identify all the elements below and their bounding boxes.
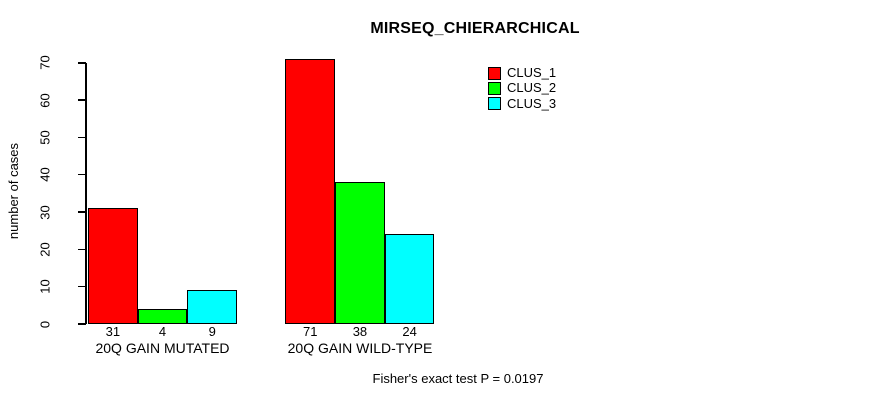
y-tick-label: 20 (37, 242, 53, 257)
y-tick-mark (77, 285, 86, 288)
bar-value-label: 71 (303, 323, 318, 339)
bar-CLUS_2-group1 (137, 309, 188, 324)
chart-title: MIRSEQ_CHIERARCHICAL (370, 20, 580, 37)
legend-label: CLUS_2 (507, 80, 557, 96)
legend-swatch-CLUS_3 (488, 97, 501, 111)
legend-label: CLUS_1 (507, 65, 557, 80)
y-tick-mark (77, 323, 86, 325)
y-tick-label: 40 (37, 167, 53, 182)
legend-swatch-CLUS_2 (488, 81, 501, 95)
y-tick-label: 30 (37, 204, 53, 220)
y-tick-mark (77, 248, 86, 251)
bar-CLUS_1-group1 (88, 208, 138, 324)
bar-CLUS_1-group2 (285, 59, 336, 324)
annotation-text: Fisher's exact test P = 0.0197 (372, 371, 544, 386)
y-tick-label: 10 (37, 279, 53, 294)
y-tick-mark (77, 173, 86, 176)
y-tick-label: 60 (37, 92, 53, 108)
y-tick-mark (77, 62, 86, 64)
y-tick-mark (77, 211, 86, 213)
bar-CLUS_3-group1 (187, 290, 238, 324)
y-tick-label: 70 (37, 55, 53, 70)
bar-value-label: 4 (158, 323, 167, 339)
y-tick-mark (77, 136, 86, 139)
category-label: 20Q GAIN MUTATED (95, 340, 230, 356)
y-axis-line (85, 63, 87, 324)
legend-label: CLUS_3 (507, 95, 557, 111)
bar-CLUS_3-group2 (384, 234, 435, 324)
legend-swatch-CLUS_1 (488, 66, 501, 80)
y-tick-label: 0 (37, 320, 53, 328)
bar-CLUS_2-group2 (335, 182, 385, 324)
y-tick-label: 50 (37, 130, 53, 145)
y-tick-mark (77, 99, 86, 101)
category-label: 20Q GAIN WILD-TYPE (287, 340, 433, 356)
bar-value-label: 38 (352, 323, 368, 339)
bar-value-label: 9 (208, 323, 216, 339)
y-axis-title: number of cases (6, 142, 21, 240)
bar-value-label: 24 (402, 323, 417, 339)
bar-value-label: 31 (105, 323, 121, 339)
